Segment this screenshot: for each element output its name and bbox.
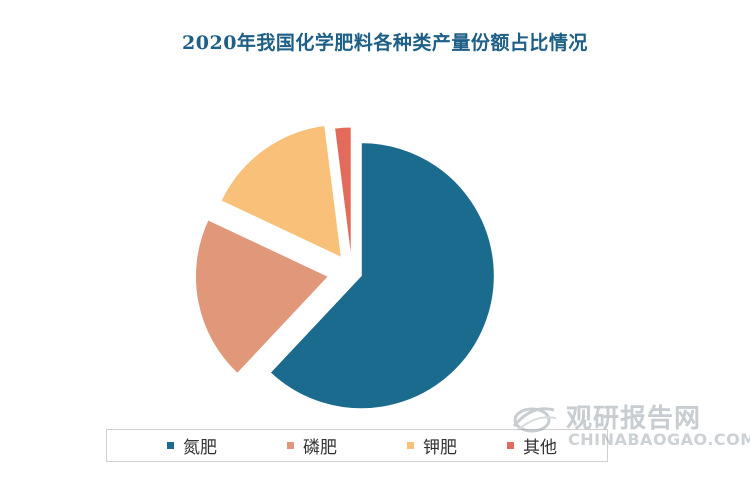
pie-slice-nitrogen [269,142,495,410]
legend-item-other: 其他 [507,430,557,461]
legend-label-nitrogen: 氮肥 [183,438,217,458]
legend-swatch-other [507,442,514,449]
legend-item-nitrogen: 氮肥 [167,430,217,461]
legend-swatch-nitrogen [167,442,174,449]
pie-slices [194,124,495,410]
legend-item-potash: 钾肥 [407,430,457,461]
globe-swoosh-icon [512,407,557,433]
pie-slice-other [334,126,352,261]
legend-swatch-phosphate [287,442,294,449]
watermark: 观研报告网 CHINABAOGAO.COM [510,396,750,456]
legend-label-phosphate: 磷肥 [303,438,337,458]
legend-swatch-potash [407,442,414,449]
legend-label-potash: 钾肥 [423,438,457,458]
watermark-en: CHINABAOGAO.COM [568,430,750,449]
pie-slice-potash [220,124,343,259]
watermark-cn: 观研报告网 [566,404,702,434]
pie-slice-phosphate [194,219,330,375]
chart-title: 2020年我国化学肥料各种类产量份额占比情况 [182,32,588,54]
legend-label-other: 其他 [523,438,557,458]
legend-item-phosphate: 磷肥 [287,430,337,461]
chart-legend: 氮肥 磷肥 钾肥 其他 [106,429,608,462]
